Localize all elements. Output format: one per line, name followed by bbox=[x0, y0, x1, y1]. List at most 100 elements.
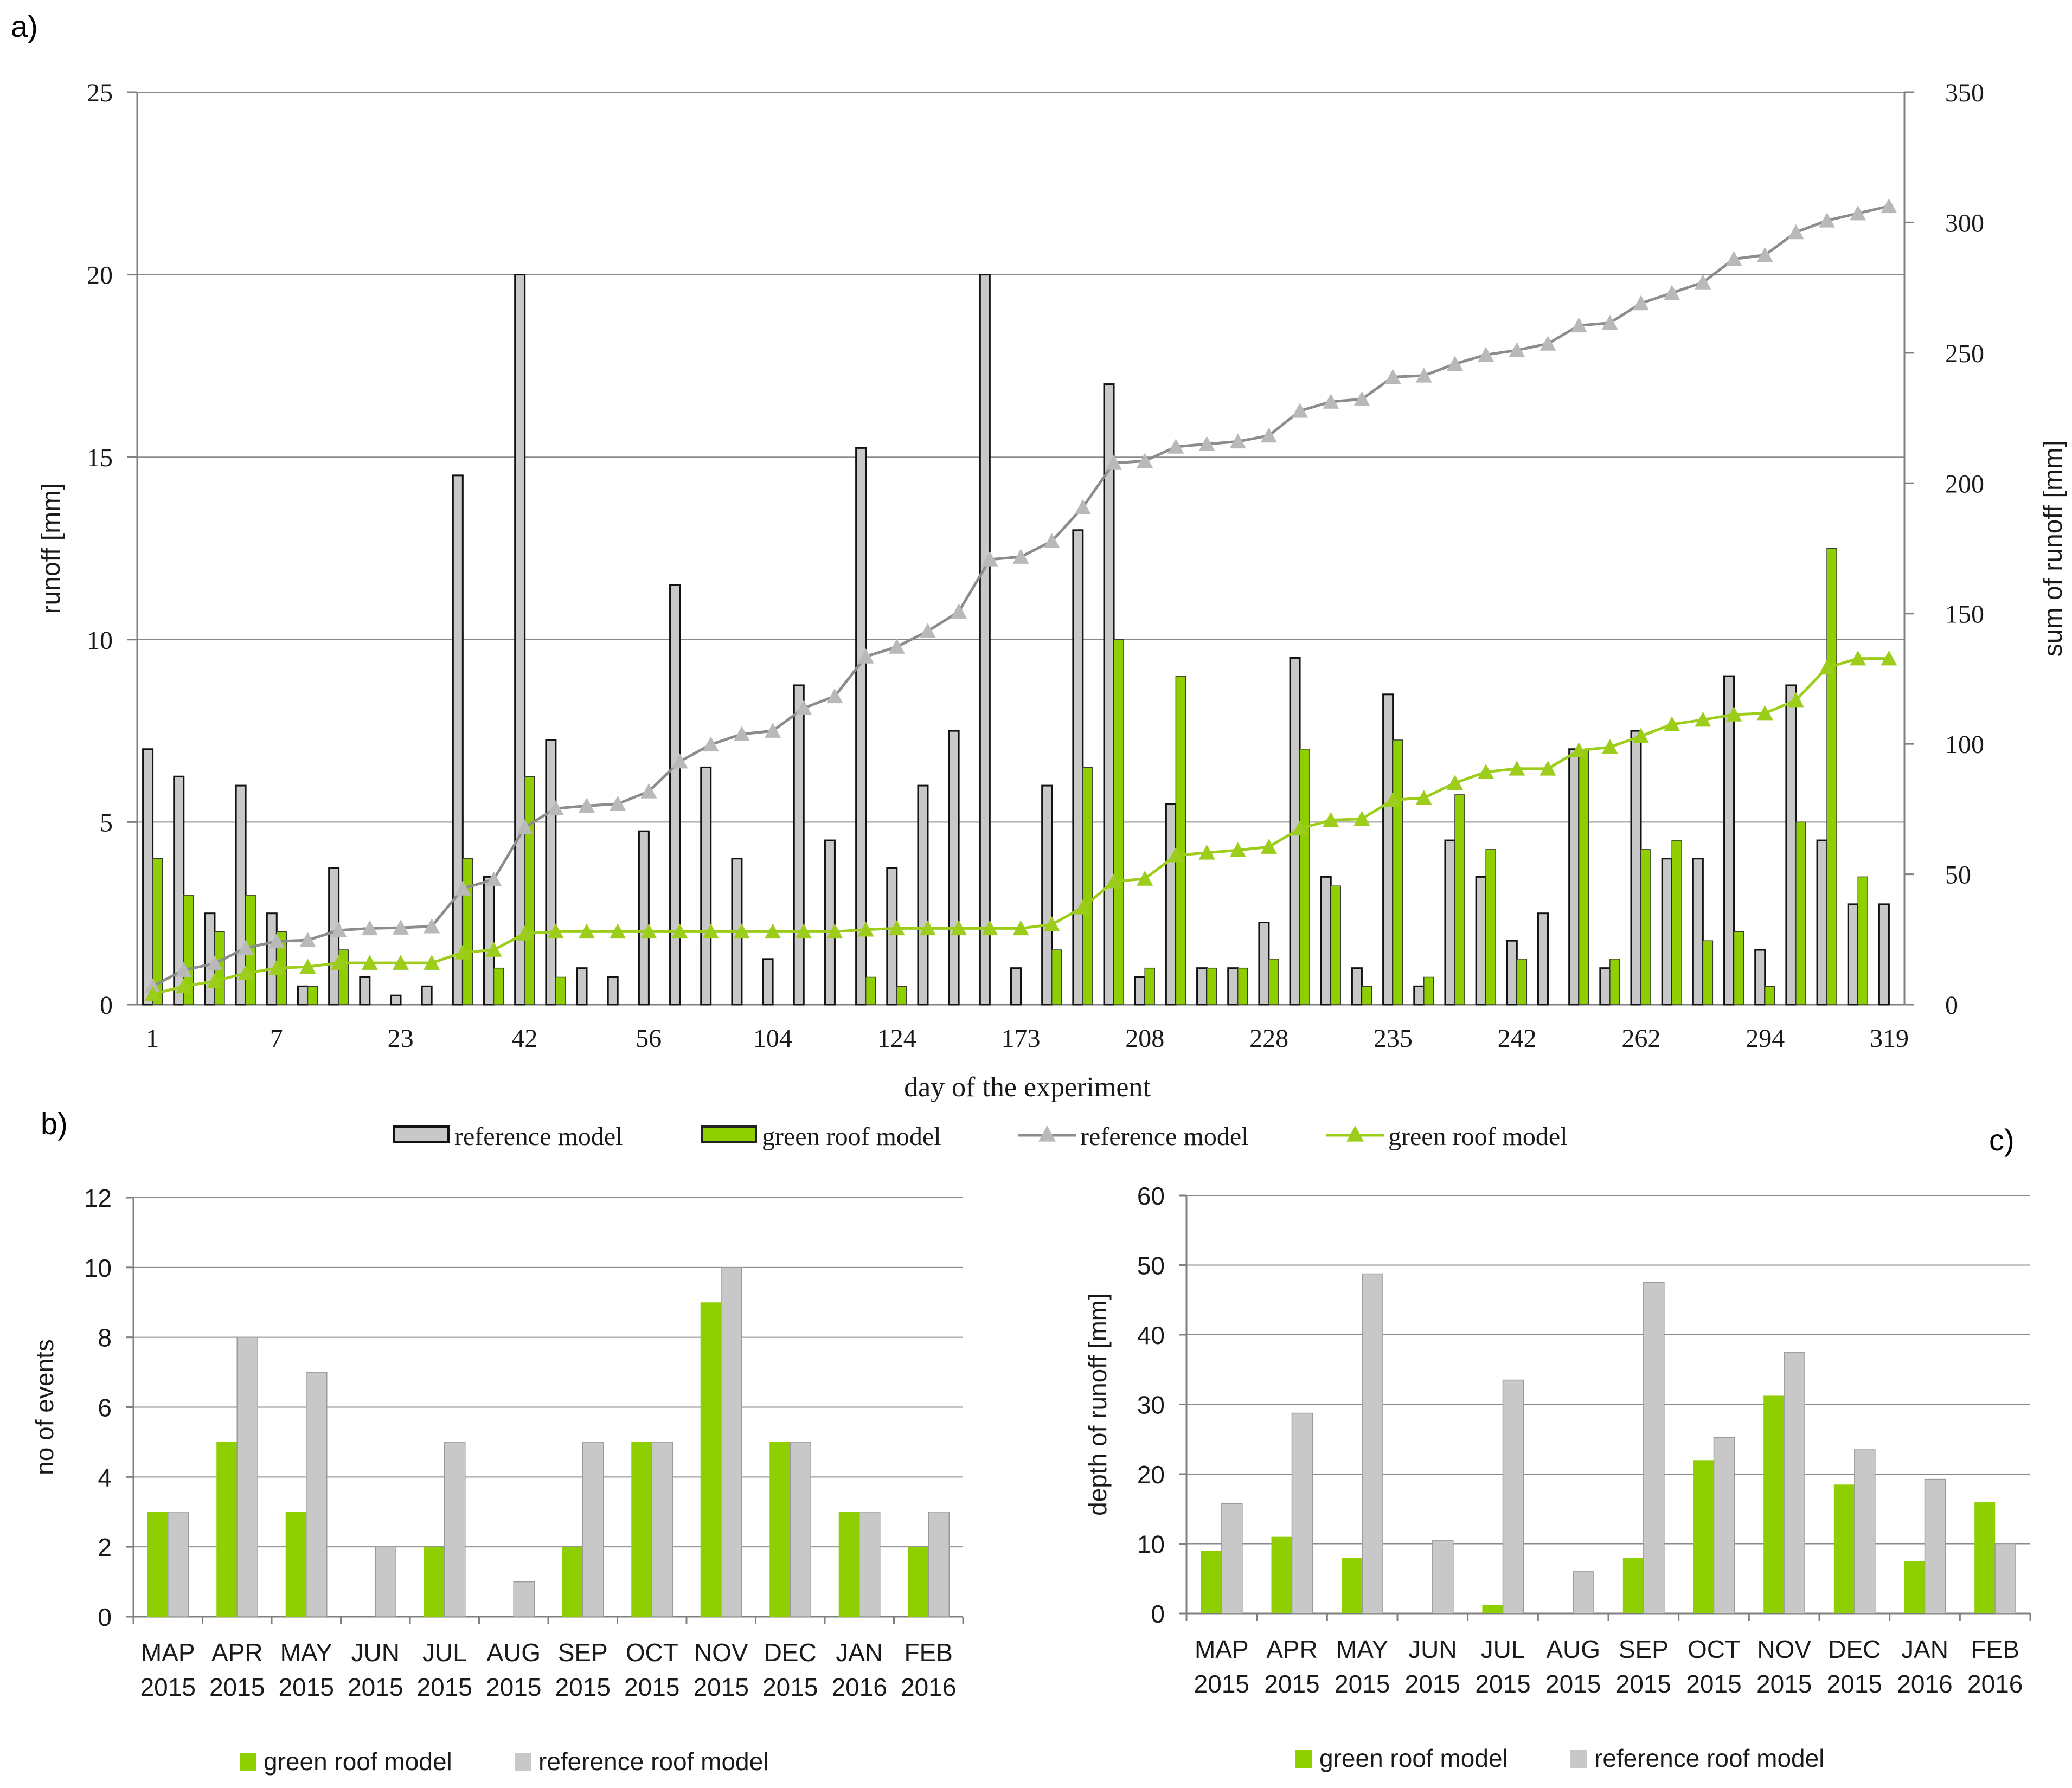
bar-green-roof bbox=[1826, 548, 1837, 1005]
x-tick-label-month: NOV bbox=[694, 1638, 748, 1667]
chart-a-legend: reference model green roof model reference… bbox=[393, 1122, 1568, 1151]
cumulative-reference-marker bbox=[1664, 285, 1680, 300]
y-tick-label: 50 bbox=[1137, 1252, 1165, 1280]
cumulative-reference-marker bbox=[1292, 402, 1308, 418]
bar-reference-roof bbox=[790, 1442, 811, 1617]
cumulative-green-roof-marker bbox=[516, 925, 533, 941]
x-tick-label: 42 bbox=[511, 1024, 537, 1053]
cumulative-green-roof-marker bbox=[361, 955, 378, 970]
x-tick-label-year: 2015 bbox=[1335, 1670, 1390, 1698]
bar-green-roof bbox=[631, 1442, 652, 1617]
x-tick-label: 262 bbox=[1621, 1024, 1660, 1053]
cumulative-green-roof-marker bbox=[1323, 812, 1339, 827]
bar-reference bbox=[1227, 967, 1239, 1006]
y-tick-label: 20 bbox=[1137, 1461, 1165, 1489]
x-tick-label-year: 2015 bbox=[486, 1673, 541, 1701]
bar-reference bbox=[1785, 684, 1797, 1006]
cumulative-green-roof-marker bbox=[1539, 760, 1556, 776]
bar-reference bbox=[917, 784, 929, 1006]
legend-marker-green-line bbox=[1346, 1125, 1364, 1142]
bar-reference bbox=[142, 748, 154, 1006]
x-tick-label-month: JAN bbox=[1901, 1635, 1948, 1663]
x-tick-label-month: DEC bbox=[764, 1638, 817, 1667]
bar-reference bbox=[1041, 784, 1053, 1006]
bar-green-roof bbox=[1764, 986, 1775, 1005]
bar-reference-roof bbox=[1713, 1437, 1735, 1614]
bar-green-roof bbox=[1482, 1604, 1503, 1613]
cumulative-green-roof-marker bbox=[206, 973, 223, 988]
cumulative-green-roof-marker bbox=[485, 942, 502, 957]
legend-swatch-reference-roof bbox=[1570, 1750, 1587, 1768]
chart-c-depth-of-runoff: 0 10 20 30 40 50 60 MAP 2015 APR 2015 MAY 2015 JUN 201… bbox=[1083, 1182, 2031, 1772]
bar-reference-roof bbox=[1994, 1543, 2016, 1614]
bar-reference bbox=[824, 839, 836, 1006]
bar-reference-roof bbox=[513, 1581, 535, 1617]
cumulative-green-roof-marker bbox=[1012, 920, 1029, 936]
cumulative-green-roof-marker bbox=[1137, 870, 1153, 886]
x-tick-label-month: JUL bbox=[1481, 1635, 1525, 1663]
bar-green-roof bbox=[307, 986, 318, 1005]
x-tick-label-month: AUG bbox=[1546, 1635, 1600, 1663]
cumulative-reference-marker bbox=[1229, 433, 1246, 449]
cumulative-green-roof-marker bbox=[1415, 789, 1432, 805]
bar-green-roof bbox=[896, 986, 907, 1005]
y-tick-label: 0 bbox=[1151, 1600, 1165, 1628]
cumulative-green-roof-marker bbox=[671, 923, 688, 939]
cumulative-green-roof-marker bbox=[1229, 842, 1246, 857]
cumulative-green-roof-marker bbox=[1074, 899, 1091, 915]
bar-reference-roof bbox=[651, 1442, 673, 1617]
cumulative-green-roof-marker bbox=[702, 923, 719, 939]
cumulative-reference-marker bbox=[1106, 455, 1122, 470]
bar-green-roof bbox=[147, 1512, 168, 1617]
bar-green-roof bbox=[1454, 794, 1465, 1005]
bar-reference bbox=[1878, 903, 1890, 1006]
y2-tick-label: 350 bbox=[1945, 79, 1984, 107]
cumulative-green-roof-marker bbox=[1725, 706, 1742, 722]
panel-label-a: a) bbox=[11, 9, 38, 43]
cumulative-reference-marker bbox=[268, 933, 285, 949]
bar-green-roof bbox=[1175, 676, 1186, 1005]
cumulative-reference-marker bbox=[1446, 356, 1463, 371]
bar-reference-roof bbox=[1362, 1273, 1383, 1614]
legend-label-reference-roof: reference roof model bbox=[538, 1747, 768, 1776]
y2-tick-label: 250 bbox=[1945, 339, 1984, 368]
cumulative-reference-marker bbox=[765, 723, 781, 738]
bar-green-roof bbox=[1423, 976, 1434, 1005]
cumulative-reference-marker bbox=[1260, 427, 1277, 443]
x-tick-label-year: 2015 bbox=[762, 1673, 818, 1701]
cumulative-reference-marker bbox=[1478, 346, 1494, 362]
bar-reference-roof bbox=[306, 1372, 328, 1617]
bar-reference-roof bbox=[859, 1512, 881, 1617]
y-tick-label: 30 bbox=[1137, 1391, 1165, 1419]
bar-green-roof bbox=[216, 1442, 238, 1617]
bar-green-roof bbox=[285, 1512, 306, 1617]
y-tick-label: 0 bbox=[98, 1603, 112, 1631]
cumulative-reference-marker bbox=[1384, 369, 1401, 384]
bar-reference bbox=[1816, 839, 1828, 1006]
bar-reference-roof bbox=[1784, 1352, 1805, 1614]
bar-green-roof bbox=[838, 1512, 859, 1617]
y2-tick-label: 300 bbox=[1945, 209, 1984, 237]
bar-green-roof bbox=[1113, 639, 1124, 1005]
cumulative-reference-marker bbox=[919, 623, 936, 638]
legend-swatch-green-roof bbox=[1295, 1750, 1312, 1768]
cumulative-green-roof-marker bbox=[1881, 650, 1897, 666]
x-tick-label-month: FEB bbox=[1971, 1635, 2019, 1663]
cumulative-reference-marker bbox=[547, 800, 564, 815]
cumulative-green-roof-marker bbox=[1664, 716, 1680, 731]
cumulative-green-roof-marker bbox=[1043, 916, 1060, 931]
bar-reference-roof bbox=[928, 1512, 950, 1617]
panel-label-b: b) bbox=[41, 1107, 68, 1141]
x-tick-label-year: 2015 bbox=[1686, 1670, 1741, 1698]
x-tick-label: 208 bbox=[1125, 1024, 1164, 1053]
bar-reference bbox=[514, 274, 526, 1006]
legend-label-green-bar: green roof model bbox=[762, 1122, 941, 1151]
x-tick-label-month: OCT bbox=[626, 1638, 678, 1667]
cumulative-reference-marker bbox=[1353, 391, 1370, 406]
bar-green-roof bbox=[1237, 967, 1248, 1005]
cumulative-reference-marker bbox=[888, 639, 905, 654]
bar-reference bbox=[1320, 876, 1332, 1006]
y-tick-label: 10 bbox=[84, 1254, 112, 1282]
bar-green-roof bbox=[1640, 849, 1651, 1005]
